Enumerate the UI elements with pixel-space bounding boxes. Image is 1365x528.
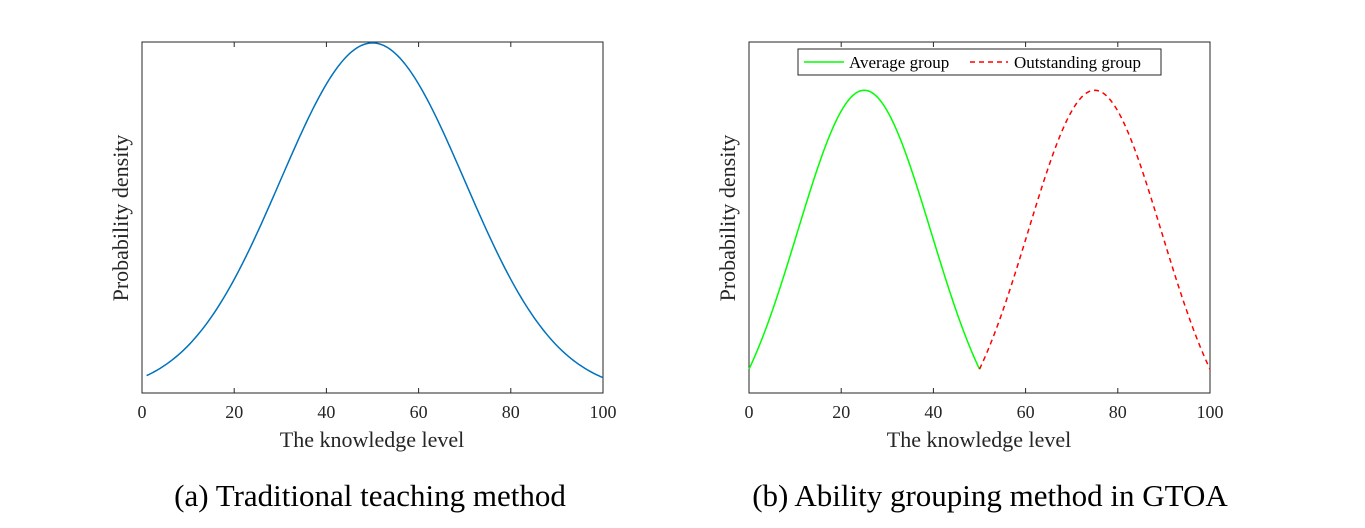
x-axis-label: The knowledge level [887,427,1072,452]
x-ticks: 0 20 40 60 80 100 [745,42,1224,422]
x-tick-label: 60 [1017,402,1035,422]
legend-label-outstanding: Outstanding group [1014,53,1141,72]
legend-label-average: Average group [849,53,949,72]
x-tick-label: 20 [832,402,850,422]
panel-b: 0 20 40 60 80 100 Average group Outstanding g… [715,41,1228,513]
axes-box [141,41,604,394]
x-tick-label: 60 [410,402,428,422]
x-tick-label: 0 [138,402,147,422]
x-tick-label: 20 [225,402,243,422]
axes-box [748,41,1211,394]
x-tick-label: 40 [924,402,942,422]
x-tick-label: 40 [317,402,335,422]
x-tick-label: 80 [1109,402,1127,422]
caption-a: (a) Traditional teaching method [174,478,566,513]
x-axis-label: The knowledge level [280,427,465,452]
x-tick-label: 0 [745,402,754,422]
series-line-0 [146,42,604,379]
series-group [146,42,604,379]
x-tick-label: 80 [502,402,520,422]
x-tick-label: 100 [590,402,617,422]
series-line-average-group [748,89,981,370]
x-ticks: 0 20 40 60 80 100 [138,42,617,422]
legend: Average group Outstanding group [797,48,1162,76]
panel-a: 0 20 40 60 80 100 The knowledge level Probabi… [108,41,617,513]
x-tick-label: 100 [1197,402,1224,422]
series-line-outstanding-group [978,89,1211,370]
series-group [748,89,1211,370]
caption-b: (b) Ability grouping method in GTOA [752,478,1228,513]
y-axis-label: Probability density [715,135,740,302]
y-axis-label: Probability density [108,135,133,302]
